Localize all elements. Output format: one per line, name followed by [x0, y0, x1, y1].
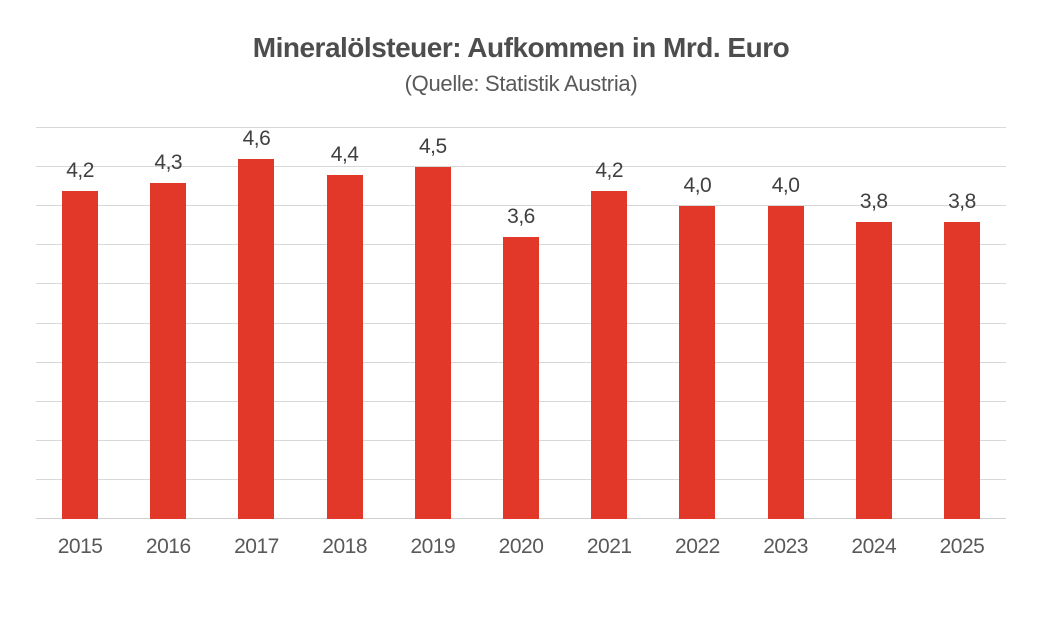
bar-2017	[238, 159, 275, 519]
bar-value-label: 4,2	[595, 158, 624, 182]
gridline	[36, 127, 1006, 128]
bar-2021	[591, 190, 628, 519]
bar-value-label: 3,8	[948, 189, 976, 213]
x-tick-label-2022: 2022	[675, 535, 720, 558]
x-tick-label-2015: 2015	[57, 535, 103, 558]
gridline	[36, 205, 1006, 207]
bar-group-2018: 4,4	[301, 128, 389, 519]
x-tick-label-2025: 2025	[939, 535, 985, 558]
bar-group-2021: 4,2	[565, 128, 653, 519]
bar-2018	[326, 174, 363, 519]
x-tick-label-2017: 2017	[234, 535, 279, 558]
bar-2025	[943, 221, 980, 519]
bar-group-2020: 3,6	[477, 128, 565, 519]
bar-value-label: 4,3	[154, 150, 183, 174]
bar-value-label: 3,6	[507, 205, 535, 229]
bar-value-label: 4,0	[771, 174, 800, 198]
x-tick-label-2024: 2024	[851, 535, 897, 558]
bar-2015	[62, 190, 99, 519]
bar-value-label: 4,6	[242, 127, 271, 151]
bar-2020	[503, 237, 540, 519]
bar-group-2015: 4,2	[36, 128, 124, 519]
bar-group-2019: 4,5	[389, 128, 477, 519]
bar-2019	[414, 167, 451, 519]
bar-value-label: 4,4	[330, 142, 359, 166]
bar-group-2023: 4,0	[742, 128, 830, 519]
bar-group-2024: 3,8	[830, 128, 918, 519]
bar-group-2025: 3,8	[918, 128, 1006, 519]
bar-group-2022: 4,0	[653, 128, 741, 519]
chart-title: Mineralölsteuer: Aufkommen in Mrd. Euro	[252, 32, 790, 63]
bar-value-label: 4,0	[683, 174, 712, 198]
bar-value-label: 3,8	[859, 189, 888, 213]
x-tick-label-2019: 2019	[410, 535, 456, 558]
x-tick-label-2023: 2023	[763, 535, 808, 558]
bar-value-label: 4,2	[66, 158, 94, 182]
bar-2024	[855, 221, 892, 519]
bar-value-label: 4,5	[418, 135, 447, 159]
x-tick-label-2020: 2020	[498, 535, 544, 558]
gridline	[36, 166, 1006, 168]
bar-group-2017: 4,6	[212, 128, 300, 519]
plot-area: 4,2 4,3 4,6 4,4 4,5 3,6 4,2 4,0 4,0 3,8 3,8	[36, 127, 1006, 519]
chart-subtitle: (Quelle: Statistik Austria)	[404, 71, 638, 96]
x-tick-label-2018: 2018	[322, 535, 368, 558]
bar-series: 4,2 4,3 4,6 4,4 4,5 3,6 4,2 4,0 4,0 3,8 3,8	[36, 128, 1006, 519]
x-tick-label-2021: 2021	[586, 535, 632, 558]
bar-2022	[679, 206, 716, 519]
bar-group-2016: 4,3	[124, 128, 212, 519]
x-axis: 2015 2016 2017 2018 2019 2020 2021 2022 2023 2024…	[36, 532, 1006, 562]
bar-2016	[150, 182, 187, 519]
x-tick-label-2016: 2016	[145, 535, 191, 558]
bar-2023	[767, 206, 804, 519]
